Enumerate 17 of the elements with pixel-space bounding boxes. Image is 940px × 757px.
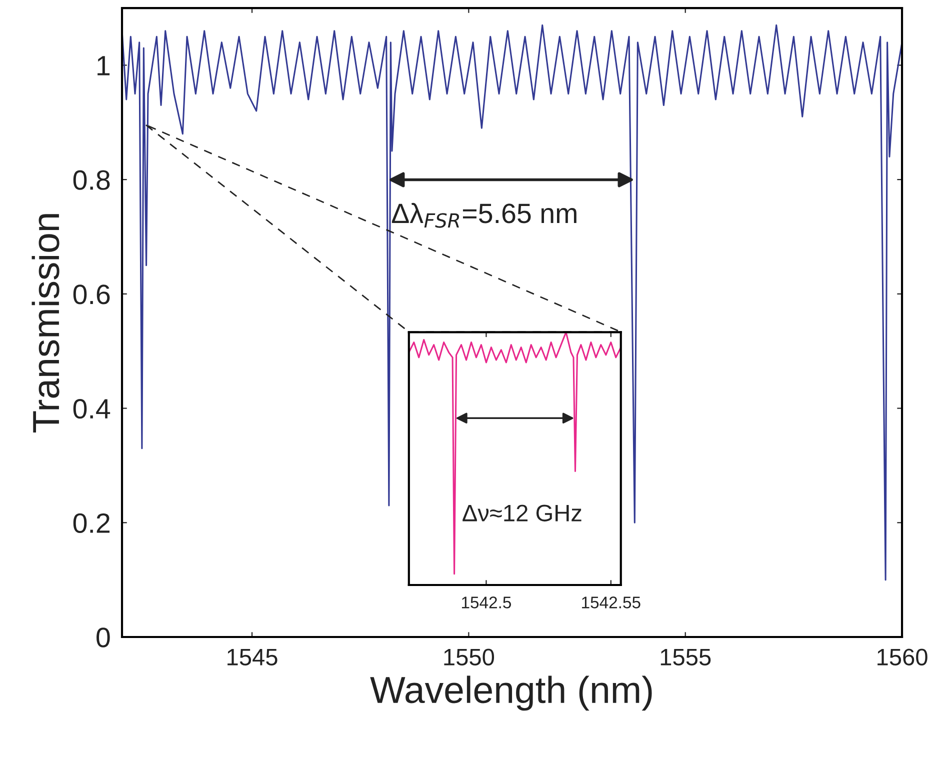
line-series (122, 24, 902, 581)
x-tick-label: 1545 (228, 648, 278, 666)
y-tick-label: 0.6 (73, 284, 110, 304)
x-tick-label: 1550 (444, 648, 494, 666)
y-tick-label: 0.2 (73, 513, 110, 533)
y-tick-label: 0.8 (73, 170, 110, 190)
x-tick-label: 1560 (878, 648, 928, 666)
y-axis-title: Transmission (32, 214, 60, 432)
x-axis-title: Wavelength (nm) (370, 676, 652, 711)
annotation: Δν≈12 GHz (462, 504, 582, 522)
x-tick-label: 1542.55 (582, 596, 640, 608)
annotation: Δλ$_{FSR}$=5.65 nm (392, 202, 576, 228)
y-tick-label: 0 (96, 628, 110, 648)
y-tick-label: 0.4 (73, 398, 110, 419)
y-tick-label: 1 (98, 56, 110, 76)
x-tick-label: 1542.5 (462, 596, 511, 608)
x-tick-label: 1555 (660, 648, 711, 666)
